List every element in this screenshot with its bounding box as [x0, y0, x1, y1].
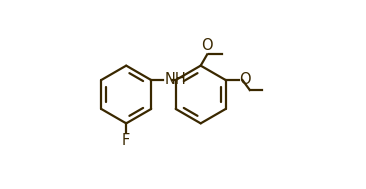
Text: O: O	[239, 72, 251, 87]
Text: NH: NH	[164, 72, 186, 87]
Text: F: F	[122, 133, 130, 148]
Text: O: O	[201, 38, 213, 53]
